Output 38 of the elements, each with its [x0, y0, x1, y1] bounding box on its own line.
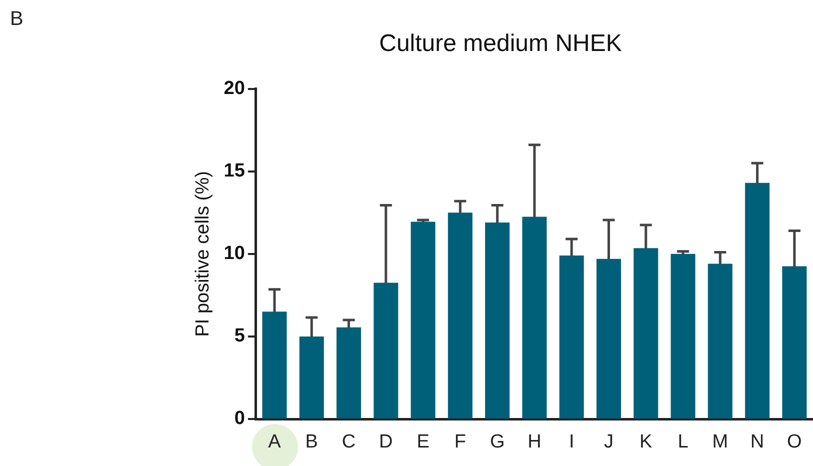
bar — [559, 256, 584, 418]
x-tick-label: B — [305, 432, 318, 453]
y-axis-title: PI positive cells (%) — [192, 171, 214, 337]
bar — [336, 327, 362, 418]
y-tick-label: 10 — [224, 243, 245, 264]
x-tick-label: G — [490, 432, 505, 453]
bar — [670, 254, 696, 418]
bar — [374, 282, 398, 418]
bar — [708, 264, 732, 418]
bar — [634, 248, 658, 418]
x-tick-label: I — [568, 432, 574, 453]
bar — [448, 212, 472, 418]
x-tick-label: O — [787, 432, 802, 453]
bar — [485, 222, 510, 418]
y-tick-label: 20 — [224, 78, 245, 100]
bar — [410, 222, 436, 418]
y-tick-label: 15 — [224, 160, 246, 182]
x-tick-label: H — [528, 432, 542, 453]
bar — [745, 182, 770, 418]
x-tick-label: D — [379, 432, 393, 453]
bar — [262, 312, 287, 418]
x-tick-label: M — [712, 432, 728, 453]
bar — [596, 258, 621, 418]
bar — [522, 216, 547, 418]
x-tick-label: F — [454, 432, 466, 453]
bar — [782, 266, 807, 418]
x-tick-label: A — [268, 432, 282, 453]
x-tick-label: C — [342, 432, 356, 453]
y-tick-label: 5 — [234, 326, 246, 347]
x-tick-label: J — [604, 432, 614, 453]
y-tick-label: 0 — [234, 408, 245, 430]
bar — [299, 336, 324, 418]
x-tick-label: L — [678, 432, 688, 453]
x-tick-label: E — [416, 432, 430, 453]
x-tick-label: K — [640, 432, 653, 453]
x-tick-label: N — [750, 432, 764, 453]
chart-title: Culture medium NHEK — [379, 30, 622, 58]
text: B — [10, 8, 24, 31]
